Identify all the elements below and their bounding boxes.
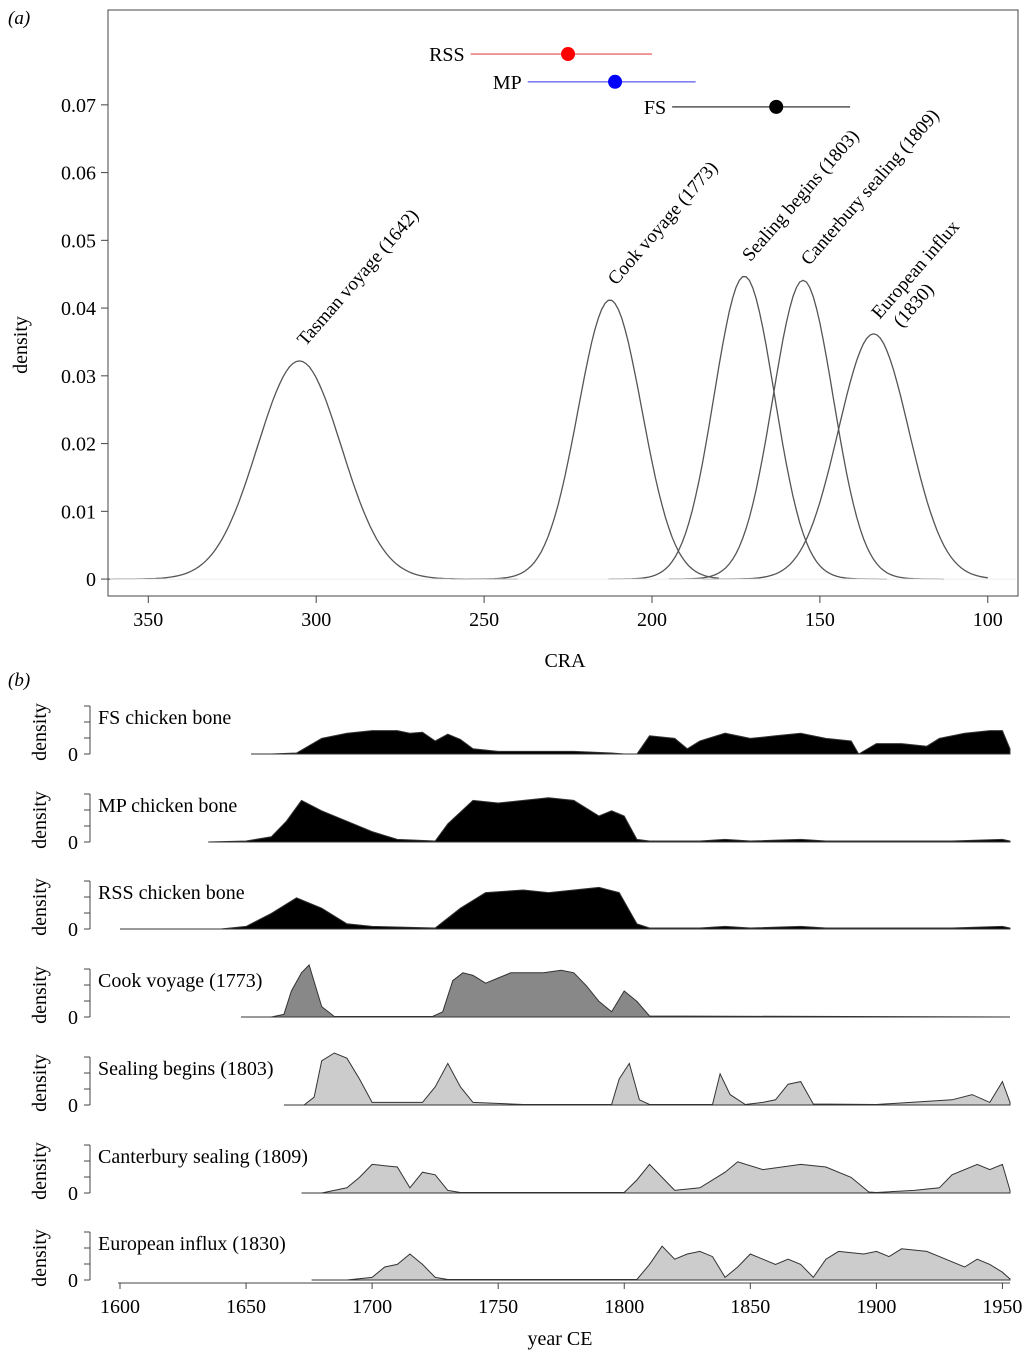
panel-b-x-label: year CE	[528, 1328, 593, 1350]
density-curve-2	[608, 276, 887, 580]
row-3: 0 density Cook voyage (1773)	[29, 964, 1011, 1029]
density-area-5	[301, 1161, 1011, 1194]
y-tick-label: 0.04	[61, 298, 96, 320]
interval-label-fs: FS	[644, 97, 666, 119]
y-tick-label: 0.06	[61, 163, 96, 185]
panel-b-x-axis: 1600 1650 1700 1750 1800 1850 1900 1950	[100, 1282, 1022, 1318]
row-title: European influx (1830)	[98, 1233, 286, 1255]
row-0: 0 density FS chicken bone	[29, 703, 1011, 766]
y-tick-label: 0.05	[61, 230, 96, 252]
row-density-label: density	[29, 966, 51, 1024]
panel-a-curves	[108, 276, 1016, 580]
x-tick-label: 1650	[226, 1296, 266, 1318]
density-area-6	[311, 1245, 1011, 1281]
x-tick-label: 1900	[856, 1296, 896, 1318]
curve-label-4: European influx(1830)	[868, 216, 981, 337]
row-title: RSS chicken bone	[98, 882, 245, 904]
row-zero-label: 0	[68, 832, 78, 854]
row-title: FS chicken bone	[98, 707, 231, 729]
row-zero-label: 0	[68, 1095, 78, 1117]
x-tick-label: 200	[637, 609, 667, 631]
interval-point-mp	[608, 74, 623, 89]
panel-a-y-label: density	[10, 316, 32, 374]
panel-a-x-label: CRA	[544, 650, 586, 672]
curve-label-2: Sealing begins (1803)	[738, 126, 863, 266]
density-area-0	[251, 730, 1011, 755]
x-tick-label: 150	[805, 609, 835, 631]
panel-a-frame	[107, 9, 1019, 597]
row-title: MP chicken bone	[98, 795, 237, 817]
x-tick-label: 100	[973, 609, 1003, 631]
y-tick-label: 0	[86, 569, 96, 591]
panel-a-curve-labels: Tasman voyage (1642) Cook voyage (1773) Se…	[293, 105, 981, 350]
interval-label-mp: MP	[493, 72, 522, 94]
x-tick-label: 1800	[604, 1296, 644, 1318]
row-density-label: density	[29, 791, 51, 849]
curve-label-1: Cook voyage (1773)	[604, 158, 722, 290]
interval-point-rss	[561, 47, 576, 62]
row-2: 0 density RSS chicken bone	[29, 878, 1011, 941]
row-zero-label: 0	[68, 744, 78, 766]
density-curve-4	[702, 333, 988, 580]
curve-label-0: Tasman voyage (1642)	[293, 205, 423, 350]
interval-label-rss: RSS	[429, 44, 465, 66]
row-density-label: density	[29, 1142, 51, 1200]
density-area-1	[208, 797, 1011, 843]
row-density-label: density	[29, 878, 51, 936]
row-density-label: density	[29, 703, 51, 761]
density-curve-0	[108, 360, 518, 580]
x-tick-label: 1600	[100, 1296, 140, 1318]
row-zero-label: 0	[68, 1183, 78, 1205]
row-zero-label: 0	[68, 1007, 78, 1029]
row-6: 0 density European influx (1830)	[29, 1229, 1011, 1292]
density-area-4	[283, 1052, 1011, 1106]
x-tick-label: 1700	[352, 1296, 392, 1318]
density-area-3	[241, 964, 1011, 1018]
panel-a-x-axis: 350 300 250 200 150 100	[133, 596, 1003, 631]
row-5: 0 density Canterbury sealing (1809)	[29, 1142, 1011, 1205]
x-tick-label: 1850	[730, 1296, 770, 1318]
y-tick-label: 0.03	[61, 366, 96, 388]
density-curve-1	[450, 299, 720, 580]
row-density-label: density	[29, 1054, 51, 1112]
row-zero-label: 0	[68, 919, 78, 941]
row-title: Sealing begins (1803)	[98, 1058, 274, 1080]
x-tick-label: 1950	[982, 1296, 1022, 1318]
y-tick-label: 0.02	[61, 434, 96, 456]
row-1: 0 density MP chicken bone	[29, 791, 1011, 854]
y-tick-label: 0.07	[61, 95, 96, 117]
y-tick-label: 0.01	[61, 501, 96, 523]
row-zero-label: 0	[68, 1270, 78, 1292]
density-curve-3	[668, 279, 945, 580]
x-tick-label: 1750	[478, 1296, 518, 1318]
row-4: 0 density Sealing begins (1803)	[29, 1052, 1011, 1117]
row-density-label: density	[29, 1229, 51, 1287]
panel-a-y-axis: 0 0.01 0.02 0.03 0.04 0.05 0.06 0.07	[61, 95, 108, 591]
panel-b-label: (b)	[8, 670, 30, 691]
x-tick-label: 350	[133, 609, 163, 631]
density-area-2	[120, 886, 1011, 930]
row-title: Cook voyage (1773)	[98, 970, 262, 992]
x-tick-label: 250	[469, 609, 499, 631]
panel-b-rows: 0 density FS chicken bone 0 density MP chicke…	[29, 703, 1011, 1292]
panel-a-intervals: RSS MP FS	[429, 44, 851, 119]
panel-a-label: (a)	[8, 8, 30, 29]
interval-point-fs	[769, 99, 784, 114]
row-title: Canterbury sealing (1809)	[98, 1146, 308, 1168]
x-tick-label: 300	[301, 609, 331, 631]
